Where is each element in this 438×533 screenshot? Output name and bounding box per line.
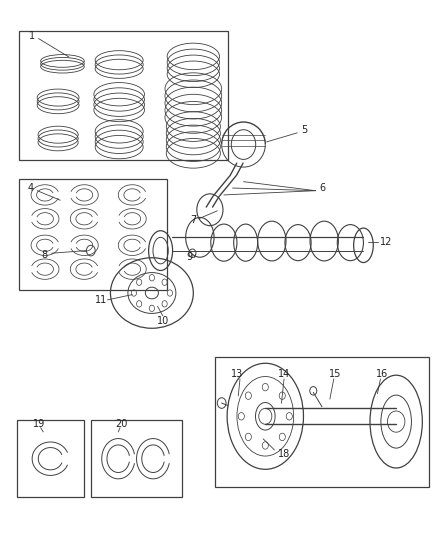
Bar (91, 420, 182, 497)
Bar (215, 357, 428, 487)
Text: 4: 4 (28, 183, 34, 193)
Text: 19: 19 (33, 419, 46, 429)
Text: 9: 9 (186, 253, 192, 262)
Text: 7: 7 (190, 215, 196, 225)
Text: 15: 15 (328, 369, 340, 379)
Text: 18: 18 (277, 449, 290, 459)
Polygon shape (19, 179, 167, 290)
Text: 12: 12 (379, 237, 392, 247)
Text: 20: 20 (115, 419, 127, 429)
Text: 1: 1 (29, 31, 35, 41)
Bar (17, 420, 84, 497)
Text: 8: 8 (41, 250, 47, 260)
Polygon shape (19, 30, 228, 160)
Text: 10: 10 (156, 316, 169, 326)
Text: 11: 11 (95, 295, 107, 305)
Text: 6: 6 (318, 183, 324, 193)
Text: 5: 5 (301, 125, 307, 135)
Text: 14: 14 (277, 369, 290, 379)
Text: 16: 16 (375, 369, 387, 379)
Text: 13: 13 (230, 369, 243, 379)
